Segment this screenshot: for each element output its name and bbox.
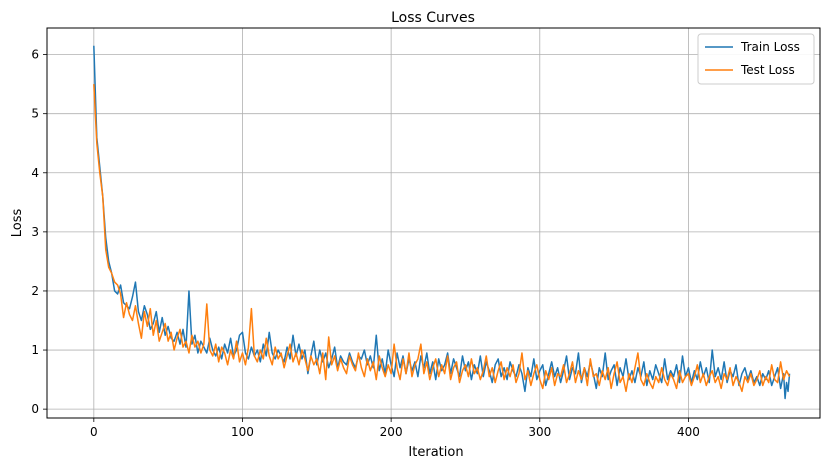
chart-title: Loss Curves	[391, 10, 475, 26]
x-tick-label: 300	[528, 425, 551, 439]
legend-label-train-loss: Train Loss	[740, 40, 800, 54]
series-line-test-loss	[93, 84, 791, 393]
legend-label-test-loss: Test Loss	[740, 63, 795, 77]
y-tick-label: 1	[31, 343, 39, 357]
x-axis-label: Iteration	[408, 445, 463, 460]
x-tick-label: 0	[90, 425, 98, 439]
y-tick-label: 5	[31, 107, 39, 121]
y-axis-label: Loss	[10, 209, 25, 238]
y-tick-label: 6	[31, 48, 39, 62]
y-tick-label: 0	[31, 402, 39, 416]
y-axis: 0 1 2 3 4 5 6	[31, 48, 47, 416]
plot-frame	[46, 27, 821, 419]
x-tick-label: 400	[677, 425, 700, 439]
grid-layer	[47, 28, 820, 418]
y-tick-label: 3	[31, 225, 39, 239]
series-layer	[93, 45, 791, 400]
y-tick-label: 4	[31, 166, 39, 180]
x-tick-label: 200	[380, 425, 403, 439]
y-tick-label: 2	[31, 284, 39, 298]
legend: Train Loss Test Loss	[697, 33, 815, 85]
x-tick-label: 100	[231, 425, 254, 439]
x-axis: 0 100 200 300 400	[90, 418, 700, 439]
series-line-train-loss	[93, 45, 791, 400]
